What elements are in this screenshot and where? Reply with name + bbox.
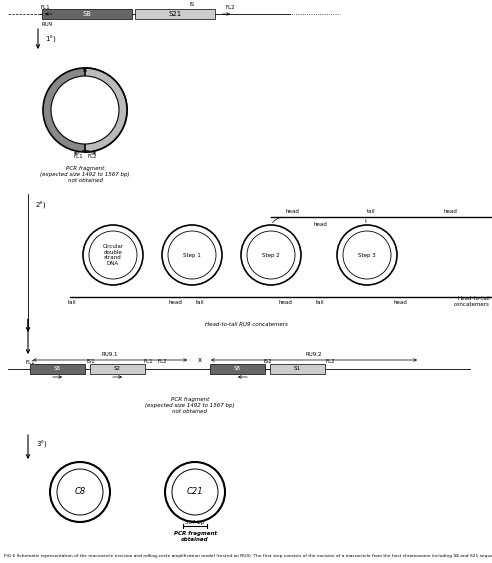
Text: tail: tail xyxy=(367,209,375,214)
Text: tail: tail xyxy=(196,300,204,305)
Text: RU9: RU9 xyxy=(42,22,53,27)
Text: S21: S21 xyxy=(168,11,182,17)
Bar xyxy=(30,364,85,374)
Circle shape xyxy=(337,225,397,285)
Text: tail: tail xyxy=(316,300,324,305)
Text: FL1: FL1 xyxy=(25,360,35,365)
Text: head: head xyxy=(443,209,457,214)
Circle shape xyxy=(241,225,301,285)
Wedge shape xyxy=(85,68,127,152)
Circle shape xyxy=(165,462,225,522)
Circle shape xyxy=(57,469,103,515)
Text: tail: tail xyxy=(68,300,76,305)
Text: head: head xyxy=(313,222,327,227)
Text: FL2: FL2 xyxy=(157,359,167,364)
Text: PCR fragment
obtained: PCR fragment obtained xyxy=(174,531,216,542)
Circle shape xyxy=(50,462,110,522)
Text: FL1: FL1 xyxy=(73,154,83,159)
Circle shape xyxy=(247,231,295,279)
Text: IS: IS xyxy=(83,68,88,73)
Circle shape xyxy=(51,76,119,144)
Text: Head-to-tail RU9 concatemers: Head-to-tail RU9 concatemers xyxy=(205,322,287,327)
Circle shape xyxy=(43,68,127,152)
Bar xyxy=(90,364,145,374)
Circle shape xyxy=(162,225,222,285)
Circle shape xyxy=(168,231,216,279)
Text: S1: S1 xyxy=(294,367,301,372)
Text: Head-to-tail
concatemers: Head-to-tail concatemers xyxy=(454,296,490,307)
Text: 3°): 3°) xyxy=(36,440,47,448)
Text: Step 3: Step 3 xyxy=(358,252,376,257)
Text: C8: C8 xyxy=(74,488,86,497)
Text: Circular
double
strand
DNA: Circular double strand DNA xyxy=(102,244,123,266)
Text: IS1: IS1 xyxy=(87,359,95,364)
Text: C21: C21 xyxy=(186,488,203,497)
Text: S8: S8 xyxy=(54,367,61,372)
Text: PCR fragment
(expected size 1492 to 1567 bp)
not obtained: PCR fragment (expected size 1492 to 1567… xyxy=(40,166,130,182)
Circle shape xyxy=(83,225,143,285)
Text: S8: S8 xyxy=(83,11,92,17)
Text: RU9.1: RU9.1 xyxy=(102,352,118,357)
Circle shape xyxy=(89,231,137,279)
Bar xyxy=(42,9,132,19)
Text: head: head xyxy=(168,300,182,305)
Bar xyxy=(135,9,215,19)
Text: Step 2: Step 2 xyxy=(262,252,280,257)
Text: IS: IS xyxy=(189,2,194,7)
Bar xyxy=(270,364,325,374)
Text: RU9.2: RU9.2 xyxy=(306,352,322,357)
Text: 507 bp: 507 bp xyxy=(185,520,205,525)
Text: FL2: FL2 xyxy=(87,154,97,159)
Text: 2°): 2°) xyxy=(36,202,47,209)
Text: FL2: FL2 xyxy=(325,359,335,364)
Text: S2: S2 xyxy=(114,367,121,372)
Text: FL1: FL1 xyxy=(40,5,50,10)
Text: FIG 6 Schematic representation of the macrocircle excision and rolling-circle am: FIG 6 Schematic representation of the ma… xyxy=(4,554,492,558)
Bar xyxy=(210,364,265,374)
Text: head: head xyxy=(278,300,292,305)
Text: S8: S8 xyxy=(234,367,241,372)
Text: head: head xyxy=(285,209,299,214)
Text: Step 1: Step 1 xyxy=(183,252,201,257)
Text: x: x xyxy=(198,357,202,363)
Circle shape xyxy=(172,469,218,515)
Text: 1°): 1°) xyxy=(45,35,56,43)
Text: FL2: FL2 xyxy=(225,5,235,10)
Text: head: head xyxy=(393,300,407,305)
Text: FL1: FL1 xyxy=(143,359,153,364)
Circle shape xyxy=(343,231,391,279)
Text: PCR fragment
(expected size 1492 to 1567 bp)
not obtained: PCR fragment (expected size 1492 to 1567… xyxy=(145,397,235,414)
Text: IS2: IS2 xyxy=(264,359,272,364)
